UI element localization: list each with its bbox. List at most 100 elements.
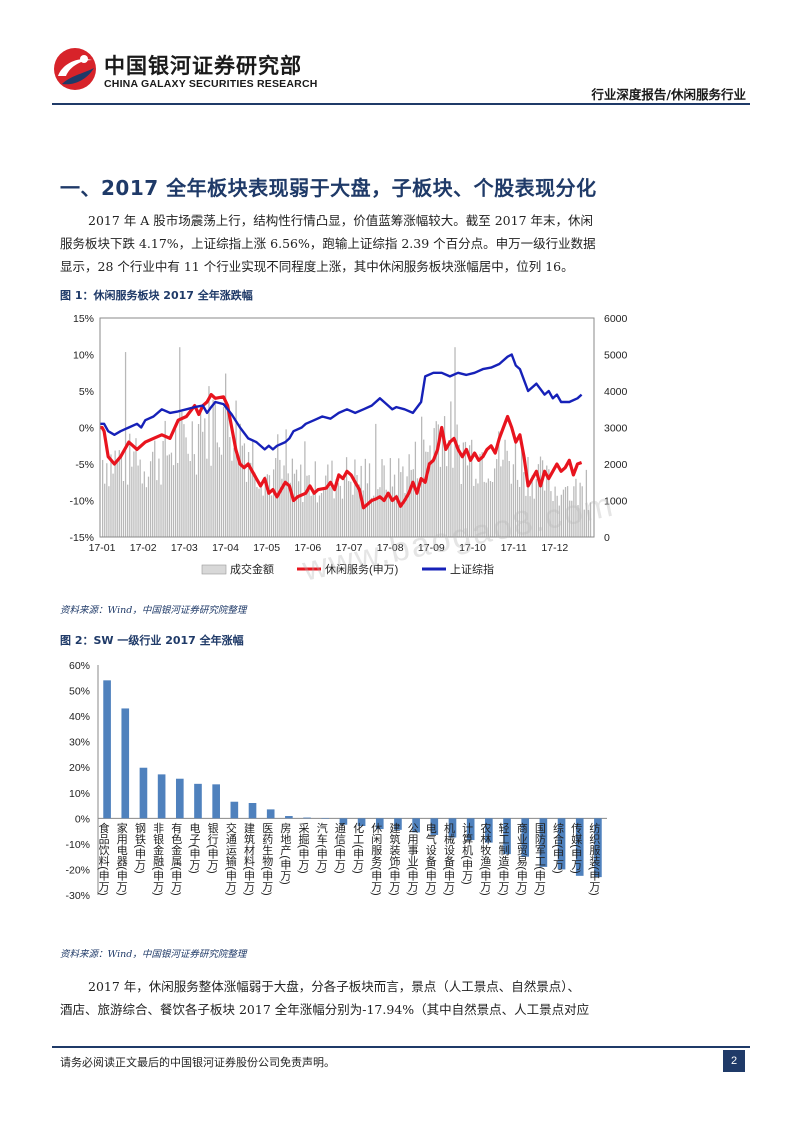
volume-bar: [210, 465, 212, 537]
volume-bar: [145, 487, 148, 537]
volume-bar: [564, 487, 567, 537]
volume-bar: [387, 496, 389, 537]
volume-bar: [289, 482, 291, 537]
volume-bar: [241, 445, 243, 537]
volume-bar: [581, 486, 583, 537]
volume-bar: [189, 461, 191, 537]
volume-bar: [133, 451, 135, 537]
volume-bar: [152, 451, 154, 537]
volume-bar: [418, 489, 421, 537]
logo-title-cn: 中国银河证券研究部: [104, 54, 302, 78]
volume-bar: [122, 480, 125, 537]
volume-bar: [406, 476, 408, 537]
volume-bar: [162, 440, 164, 537]
section-title: 一、2017 全年板块表现弱于大盘，子板块、个股表现分化: [60, 176, 597, 200]
bar: [448, 818, 457, 838]
y-tick-left: 0%: [79, 423, 94, 435]
y-tick: -30%: [65, 890, 90, 902]
volume-bar: [425, 451, 427, 537]
volume-bar: [410, 469, 412, 537]
category-label: 计算机(申万): [461, 822, 474, 885]
volume-bar: [164, 420, 166, 537]
y-tick-left: -5%: [75, 459, 94, 471]
bar: [575, 818, 584, 876]
bar: [557, 818, 566, 870]
category-label: 休闲服务(申万): [370, 822, 383, 896]
volume-bar: [154, 440, 156, 537]
volume-bar: [362, 490, 364, 537]
volume-bar: [187, 453, 189, 537]
volume-bar: [320, 493, 323, 537]
volume-bar: [225, 373, 227, 537]
y-tick-right: 0: [604, 532, 610, 544]
category-label: 食品饮料(申万): [97, 821, 110, 896]
category-label: 有色金属(申万): [170, 821, 183, 896]
volume-bar: [256, 486, 258, 537]
volume-bar: [529, 496, 531, 537]
y-tick-right: 4000: [604, 386, 628, 398]
bar: [157, 774, 166, 819]
x-tick: 17-08: [377, 542, 404, 554]
volume-bar: [204, 418, 206, 537]
volume-bar: [506, 450, 508, 537]
volume-bar: [391, 486, 394, 537]
category-label: 房地产(申万): [279, 822, 292, 885]
volume-bar: [268, 475, 271, 537]
y-tick-left: -10%: [69, 496, 94, 508]
bar: [394, 818, 402, 830]
volume-bar: [544, 490, 546, 537]
volume-bar: [460, 483, 462, 537]
volume-bar: [339, 485, 341, 537]
bar: [248, 803, 257, 819]
volume-bar: [345, 457, 348, 537]
category-label: 建筑材料(申万): [243, 821, 256, 896]
volume-bar: [124, 352, 127, 537]
volume-bar: [306, 475, 308, 537]
y-tick: 20%: [69, 762, 90, 774]
category-label: 通信(申万): [333, 822, 346, 874]
bar: [539, 818, 548, 867]
volume-bar: [514, 442, 517, 537]
plot-frame: [99, 317, 595, 538]
footer-divider: [52, 1046, 750, 1048]
volume-bar: [527, 457, 529, 537]
volume-bar: [550, 491, 552, 537]
paragraph-line: 2017 年 A 股市场震荡上行，结构性行情凸显，价值蓝筹涨幅较大。截至 201…: [88, 213, 594, 228]
volume-bar: [450, 401, 452, 537]
volume-bar: [431, 459, 433, 537]
volume-bar: [250, 462, 252, 537]
volume-bar: [541, 460, 544, 537]
volume-bar: [181, 411, 183, 537]
volume-bar: [160, 484, 162, 537]
bar: [230, 801, 239, 819]
volume-bar: [496, 459, 498, 537]
volume-bar: [206, 458, 208, 537]
y-tick-right: 1000: [604, 496, 628, 508]
volume-bar: [310, 495, 312, 537]
volume-bar: [216, 442, 218, 537]
category-label: 农林牧渔(申万): [479, 821, 492, 896]
volume-bar: [270, 495, 273, 537]
volume-bar: [262, 495, 264, 537]
volume-bar: [429, 445, 431, 537]
volume-bar: [137, 465, 139, 537]
volume-bar: [433, 428, 435, 537]
volume-bar: [191, 421, 193, 537]
legend-label: 上证综指: [450, 562, 494, 576]
y-tick: 30%: [69, 737, 90, 749]
volume-bar: [439, 466, 442, 537]
volume-bar: [193, 454, 196, 537]
volume-bar: [477, 483, 479, 537]
volume-bar: [120, 457, 123, 537]
paragraph-1: 2017 年 A 股市场震荡上行，结构性行情凸显，价值蓝筹涨幅较大。截至 201…: [60, 209, 750, 278]
volume-bar: [554, 486, 556, 537]
volume-bar: [396, 494, 398, 537]
volume-bar: [279, 459, 281, 537]
bar: [503, 818, 511, 855]
paragraph-line: 2017 年，休闲服务整体涨幅弱于大盘，分各子板块而言，景点（人工景点、自然景点…: [88, 979, 581, 994]
volume-bar: [208, 386, 210, 537]
volume-bar: [323, 489, 325, 537]
category-label: 银行(申万): [206, 821, 219, 874]
y-tick: -20%: [65, 864, 90, 876]
volume-bar: [585, 469, 588, 537]
